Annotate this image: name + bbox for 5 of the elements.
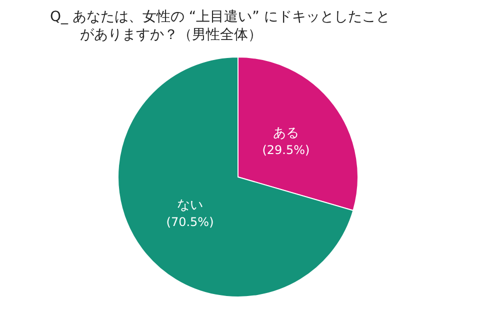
title: Q_ あなたは、女性の “上目遣い” にドキッとしたことがありますか？（男性全体） [50,8,391,44]
slice-label: ある [272,126,299,141]
data-label: (29.5%) [262,142,310,157]
data-label: (70.5%) [166,215,214,230]
slice-label: ない [177,198,204,214]
